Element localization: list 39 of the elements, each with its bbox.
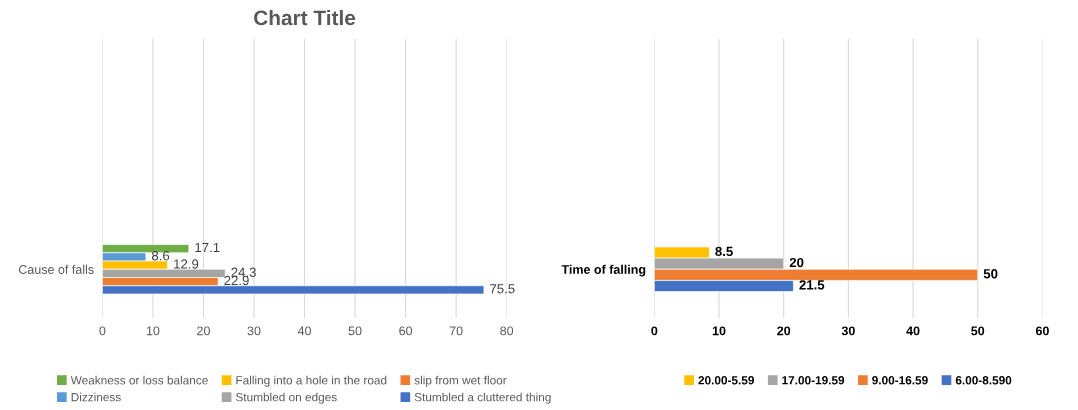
- legend-label: Stumbled a cluttered thing: [414, 392, 551, 404]
- legend-label: 17.00-19.59: [782, 376, 845, 385]
- y-tick-label: Cause of falls: [18, 264, 94, 274]
- legend-label: 9.00-16.59: [872, 376, 928, 385]
- x-tick-label: 0: [651, 326, 658, 336]
- x-tick-label: 30: [247, 326, 261, 336]
- data-label: 8.6: [152, 251, 170, 261]
- data-label: 8.5: [715, 246, 733, 257]
- data-label: 20: [789, 257, 804, 268]
- data-label: 21.5: [799, 280, 825, 290]
- x-tick-label: 60: [399, 326, 413, 336]
- data-label: 24.3: [231, 267, 256, 277]
- data-label: 22.9: [224, 275, 249, 286]
- legend-label: slip from wet floor: [414, 375, 507, 387]
- x-tick-label: 50: [971, 326, 985, 336]
- x-tick-label: 10: [146, 326, 160, 336]
- legend-label: 6.00-8.590: [955, 376, 1012, 385]
- x-tick-label: 20: [777, 326, 791, 336]
- legend-label: Weakness or loss balance: [70, 375, 208, 385]
- x-tick-label: 40: [297, 326, 311, 336]
- x-tick-label: 40: [906, 326, 920, 336]
- data-label: 75.5: [490, 284, 515, 294]
- x-tick-label: 0: [99, 326, 106, 336]
- legend-label: Stumbled on edges: [235, 392, 337, 404]
- chart-title: Chart Title: [254, 9, 356, 26]
- x-tick-label: 70: [449, 326, 463, 336]
- x-tick-label: 80: [500, 326, 514, 336]
- x-tick-label: 50: [348, 326, 362, 336]
- legend-label: 20.00-5.59: [698, 376, 754, 385]
- data-label: 50: [983, 269, 998, 279]
- x-tick-label: 30: [841, 326, 855, 336]
- x-tick-label: 60: [1035, 326, 1049, 336]
- data-label: 12.9: [174, 259, 199, 269]
- x-tick-label: 10: [712, 326, 726, 336]
- legend-label: Falling into a hole in the road: [236, 375, 387, 387]
- legend-label: Dizziness: [71, 392, 121, 402]
- data-label: 17.1: [195, 242, 220, 253]
- y-tick-label: Time of falling: [561, 264, 646, 277]
- x-tick-label: 20: [197, 326, 210, 336]
